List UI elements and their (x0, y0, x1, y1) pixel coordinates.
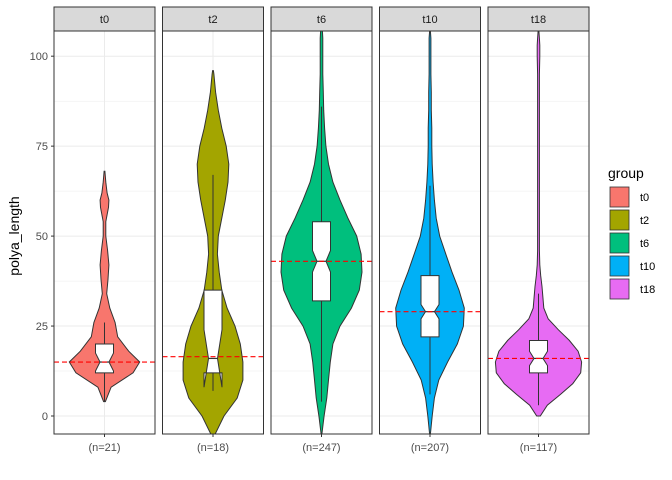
x-tick-label: (n=21) (88, 442, 120, 454)
facet-panel-t6: t6 (n=247) (270, 6, 373, 454)
legend: group t0 t2 t6 t10 t18 (608, 165, 655, 300)
notched-box-t2 (203, 289, 223, 388)
legend-swatch (609, 232, 630, 254)
notched-box-t18 (529, 339, 548, 374)
violin-t18 (494, 31, 583, 417)
facet-strip-label: t0 (100, 14, 109, 26)
facet-panel-t18: t18 (n=117) (487, 6, 590, 454)
y-tick-label: 0 (42, 411, 48, 423)
facet-strip (270, 6, 373, 32)
legend-label: t10 (640, 261, 655, 273)
x-tick-label: (n=117) (520, 442, 557, 454)
legend-item-t6: t6 (609, 232, 649, 254)
legend-item-t2: t2 (609, 209, 649, 231)
legend-label: t18 (640, 284, 655, 296)
legend-label: t2 (640, 215, 649, 227)
y-axis: 0 25 50 75 100 (30, 51, 54, 423)
y-tick-label: 100 (30, 51, 48, 63)
facet-strip (379, 6, 481, 32)
y-axis-title: polya_length (6, 196, 22, 275)
legend-label: t0 (640, 192, 649, 204)
facet-panel-t2: t2 (n=18) (162, 6, 264, 454)
legend-item-t18: t18 (609, 278, 655, 300)
legend-swatch (609, 209, 630, 231)
facet-strip (162, 6, 264, 32)
legend-swatch (609, 186, 630, 208)
notched-box-t0 (95, 343, 114, 374)
violin-t0 (68, 170, 141, 403)
notched-box-t10 (420, 275, 440, 338)
x-tick-label: (n=207) (411, 442, 449, 454)
legend-swatch (609, 278, 630, 300)
facet-strip (53, 6, 156, 32)
y-tick-label: 50 (36, 231, 48, 243)
facet-panel-t0: t0 (n=21) (53, 6, 156, 454)
x-tick-label: (n=247) (302, 442, 340, 454)
legend-label: t6 (640, 238, 649, 250)
legend-swatch (609, 255, 630, 277)
y-tick-label: 25 (36, 321, 48, 333)
legend-item-t10: t10 (609, 255, 655, 277)
legend-title: group (608, 165, 644, 181)
facet-strip (487, 6, 590, 32)
facet-panel-t10: t10 (n=207) (379, 6, 481, 454)
facet-panels: t0 (n=21) t2 (n=18) t6 (n=247) t10 (n=207) t18 (n… (53, 6, 590, 454)
facet-strip-label: t6 (317, 14, 326, 26)
y-tick-label: 75 (36, 141, 48, 153)
facet-strip-label: t10 (422, 14, 437, 26)
x-tick-label: (n=18) (197, 442, 229, 454)
facet-strip-label: t18 (531, 14, 546, 26)
facet-strip-label: t2 (208, 14, 217, 26)
legend-item-t0: t0 (609, 186, 649, 208)
